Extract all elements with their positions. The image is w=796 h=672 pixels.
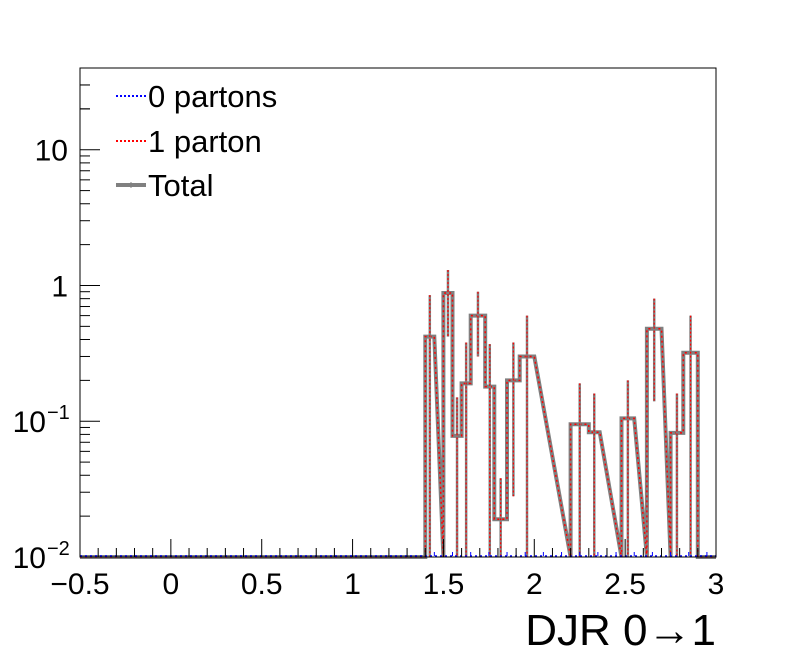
y-tick-label-exponent: −2 [47, 538, 70, 560]
y-tick-label-exponent: −1 [47, 402, 70, 424]
y-tick-label-base: 10 [13, 406, 46, 439]
legend-total: Total [116, 168, 213, 203]
legend-label: 1 parton [148, 124, 262, 159]
x-tick-label: 2 [526, 568, 543, 601]
x-tick-label: 2.5 [604, 568, 646, 601]
x-tick-label: 0.5 [241, 568, 283, 601]
legend-label: Total [148, 168, 213, 203]
1-parton-histogram-line [80, 292, 716, 558]
legend-0-partons: 0 partons [116, 79, 277, 114]
y-tick-label: 10 [35, 135, 68, 168]
x-axis-label: DJR 0→1 [525, 606, 716, 655]
total-histogram-line [80, 291, 716, 559]
x-axis-ticks: −0.5 0 0.5 1 1.5 2 2.5 3 [50, 539, 724, 601]
legend: 0 partons 1 parton Total [116, 79, 277, 203]
y-tick-label: 1 [51, 270, 68, 303]
x-tick-label: 3 [708, 568, 725, 601]
x-tick-label: −0.5 [50, 568, 109, 601]
legend-1-parton: 1 parton [116, 124, 262, 159]
blue-baseline [80, 552, 716, 557]
x-tick-label: 1 [344, 568, 361, 601]
x-tick-label: 0 [163, 568, 180, 601]
plot-frame [79, 67, 717, 558]
y-tick-label-base: 10 [13, 542, 46, 575]
histogram-bins [80, 270, 716, 559]
x-tick-label: 1.5 [423, 568, 465, 601]
legend-label: 0 partons [148, 79, 277, 114]
